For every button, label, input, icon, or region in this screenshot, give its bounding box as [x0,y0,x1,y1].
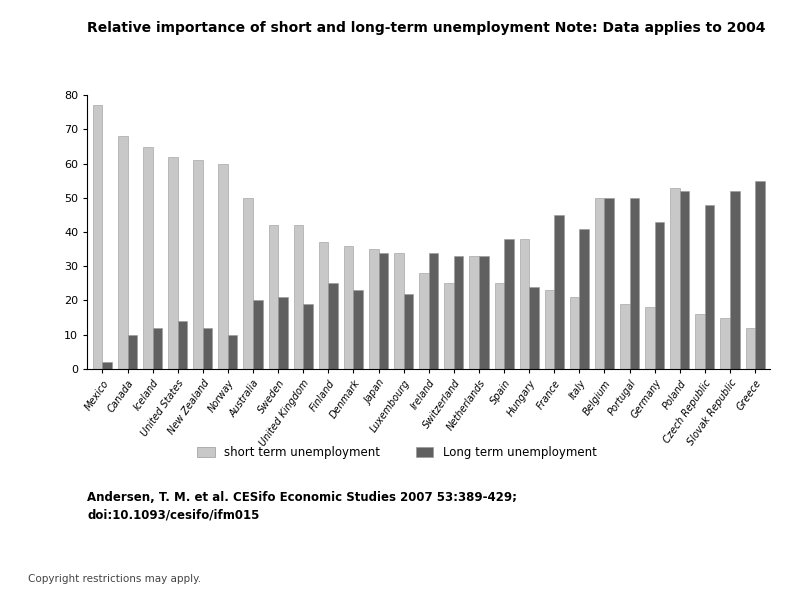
Bar [730,191,739,369]
Bar [670,187,680,369]
Bar [93,105,102,369]
Bar [178,321,187,369]
Bar [303,304,313,369]
Bar [696,314,705,369]
Legend: short term unemployment, Long term unemployment: short term unemployment, Long term unemp… [192,441,602,464]
Bar [353,290,363,369]
Bar [344,246,353,369]
Bar [419,273,429,369]
Text: Copyright restrictions may apply.: Copyright restrictions may apply. [28,574,201,584]
Bar [319,242,329,369]
Bar [118,136,128,369]
Bar [152,328,162,369]
Bar [554,215,564,369]
Bar [620,304,630,369]
Bar [228,334,237,369]
Bar [529,287,538,369]
Text: Economic Studies: Economic Studies [641,568,745,577]
Bar [268,225,278,369]
Bar [545,290,554,369]
Bar [128,334,137,369]
Bar [193,160,202,369]
Bar [680,191,689,369]
Bar [244,198,253,369]
Text: CESifo: CESifo [668,541,718,556]
Bar [479,256,488,369]
Text: Andersen, T. M. et al. CESifo Economic Studies 2007 53:389-429;: Andersen, T. M. et al. CESifo Economic S… [87,491,518,504]
Bar [746,328,755,369]
Bar [143,146,152,369]
Bar [102,362,112,369]
Bar [570,297,580,369]
Bar [705,205,715,369]
Bar [595,198,604,369]
Bar [469,256,479,369]
Bar [294,225,303,369]
Bar [495,283,504,369]
Bar [329,283,338,369]
Bar [519,239,529,369]
Text: doi:10.1093/cesifo/ifm015: doi:10.1093/cesifo/ifm015 [87,509,260,522]
Bar [504,239,514,369]
Bar [604,198,614,369]
Bar [655,222,665,369]
Bar [379,252,388,369]
Bar [454,256,464,369]
Bar [218,164,228,369]
Bar [278,297,287,369]
Bar [369,249,379,369]
Bar [445,283,454,369]
Bar [168,156,178,369]
Bar [403,293,413,369]
Bar [394,252,403,369]
Bar [755,181,765,369]
Bar [202,328,212,369]
Bar [646,307,655,369]
Bar [720,318,730,369]
Bar [580,228,589,369]
Text: Relative importance of short and long-term unemployment Note: Data applies to 20: Relative importance of short and long-te… [87,21,766,35]
Bar [253,300,263,369]
Bar [630,198,639,369]
Bar [429,252,438,369]
